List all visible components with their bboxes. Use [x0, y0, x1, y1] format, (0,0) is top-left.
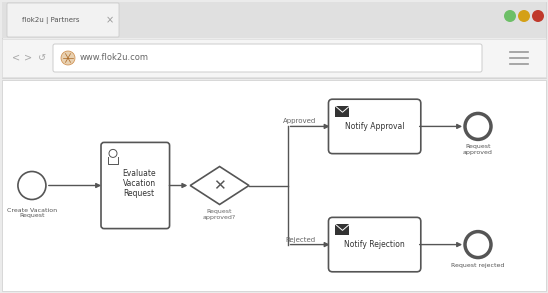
Circle shape — [532, 10, 544, 22]
FancyBboxPatch shape — [2, 2, 546, 78]
Circle shape — [504, 10, 516, 22]
Text: www.flok2u.com: www.flok2u.com — [80, 54, 149, 62]
FancyBboxPatch shape — [2, 39, 546, 77]
Text: >: > — [24, 53, 32, 63]
FancyBboxPatch shape — [53, 44, 482, 72]
FancyBboxPatch shape — [335, 106, 350, 117]
FancyBboxPatch shape — [2, 2, 546, 38]
FancyBboxPatch shape — [7, 3, 119, 37]
Text: Request rejected: Request rejected — [452, 263, 505, 268]
Text: Request
approved?: Request approved? — [203, 209, 236, 220]
Text: Request
approved: Request approved — [463, 144, 493, 155]
Circle shape — [18, 171, 46, 200]
Text: <: < — [12, 53, 20, 63]
Circle shape — [518, 10, 530, 22]
Text: Approved: Approved — [283, 118, 317, 125]
Text: ↺: ↺ — [38, 53, 46, 63]
Polygon shape — [190, 166, 249, 205]
Circle shape — [61, 51, 75, 65]
Text: flok2u | Partners: flok2u | Partners — [22, 16, 79, 23]
Text: Notify Rejection: Notify Rejection — [344, 240, 405, 249]
Circle shape — [465, 231, 491, 258]
FancyBboxPatch shape — [2, 80, 546, 291]
Text: ⚙: ⚙ — [109, 148, 116, 157]
Text: ×: × — [106, 15, 114, 25]
Circle shape — [109, 149, 117, 157]
Text: ✕: ✕ — [213, 178, 226, 193]
Text: Create Vacation
Request: Create Vacation Request — [7, 207, 57, 218]
Circle shape — [465, 113, 491, 139]
FancyBboxPatch shape — [335, 224, 350, 235]
FancyBboxPatch shape — [328, 217, 421, 272]
Text: Notify Approval: Notify Approval — [345, 122, 404, 131]
FancyBboxPatch shape — [328, 99, 421, 154]
Text: Rejected: Rejected — [285, 236, 315, 243]
Text: Evaluate
Vacation
Request: Evaluate Vacation Request — [122, 168, 156, 198]
FancyBboxPatch shape — [101, 142, 169, 229]
